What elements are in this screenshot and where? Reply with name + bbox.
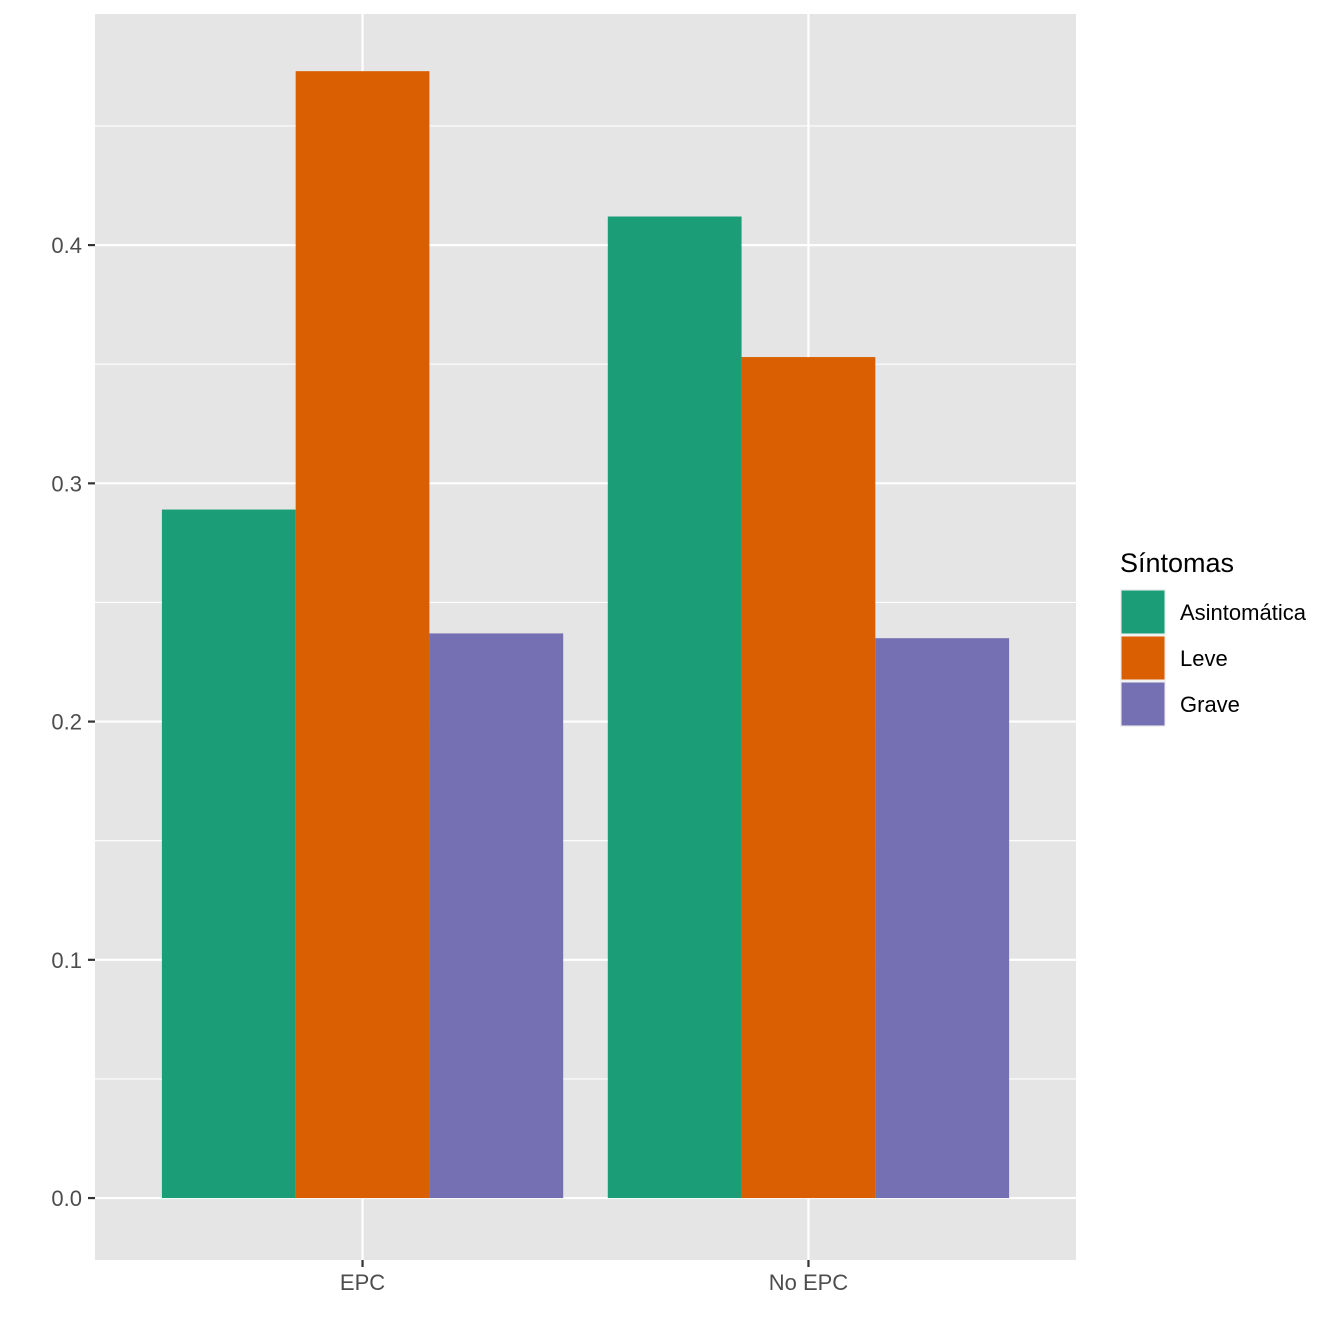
y-axis: 0.0 0.1 0.2 0.3 0.4 [51, 233, 95, 1211]
legend-swatch [1121, 590, 1165, 634]
y-tick-label: 0.4 [51, 233, 82, 258]
bar [295, 71, 430, 1199]
legend-swatch [1121, 636, 1165, 680]
y-tick-label: 0.3 [51, 471, 82, 496]
y-tick-label: 0.0 [51, 1186, 82, 1211]
legend-label: Grave [1180, 692, 1240, 717]
x-tick-label: EPC [340, 1270, 385, 1295]
legend-title: Síntomas [1120, 548, 1234, 578]
bar [875, 638, 1010, 1199]
y-tick-label: 0.1 [51, 948, 82, 973]
legend: Síntomas Asintomática Leve Grave [1120, 548, 1307, 727]
x-axis: EPC No EPC [340, 1260, 848, 1295]
y-tick-label: 0.2 [51, 710, 82, 735]
bar [741, 357, 876, 1199]
legend-swatch [1121, 682, 1165, 726]
legend-label: Asintomática [1180, 600, 1307, 625]
bar [429, 633, 564, 1199]
bars [161, 71, 1010, 1199]
x-tick-label: No EPC [769, 1270, 849, 1295]
bar [607, 216, 742, 1199]
bar [161, 509, 296, 1199]
legend-label: Leve [1180, 646, 1228, 671]
